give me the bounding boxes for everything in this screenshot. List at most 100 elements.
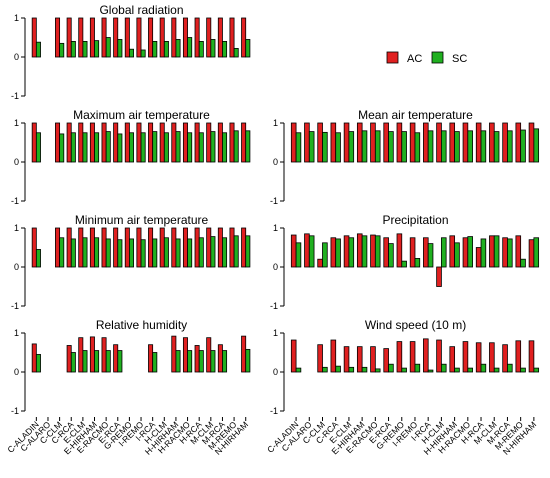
bar-ac — [66, 345, 72, 373]
y-tick-label: 0 — [14, 157, 19, 167]
bar-ac — [515, 340, 522, 373]
bar-ac — [475, 247, 482, 268]
bar-ac — [241, 227, 247, 268]
y-tick-label: -1 — [11, 196, 19, 206]
bar-sc — [187, 132, 193, 163]
bar-ac — [55, 17, 61, 58]
bar-sc — [454, 131, 460, 163]
bar-ac — [217, 227, 223, 268]
bar-ac — [229, 227, 235, 268]
bar-sc — [163, 132, 169, 163]
bar-ac — [124, 122, 130, 163]
bar-sc — [245, 130, 251, 163]
bar-ac — [449, 346, 456, 373]
bar-sc — [520, 367, 526, 373]
bar-ac — [124, 17, 130, 58]
bar-ac — [436, 122, 442, 163]
bar-ac — [409, 237, 416, 268]
bar-sc — [440, 237, 447, 268]
bar-sc — [222, 132, 228, 163]
bar-sc — [35, 132, 41, 163]
bar-ac — [370, 234, 376, 268]
bar-ac — [343, 235, 350, 268]
bar-sc — [175, 131, 181, 163]
bar-sc — [401, 260, 407, 268]
bar-ac — [317, 344, 323, 373]
bar-ac — [89, 17, 95, 58]
bar-sc — [82, 237, 88, 268]
bar-ac — [136, 227, 142, 268]
y-tick-label: 0 — [273, 367, 278, 377]
bar-sc — [361, 130, 368, 163]
bar-ac — [136, 122, 142, 163]
bar-sc — [163, 41, 169, 58]
bar-ac — [101, 337, 107, 373]
bar-ac — [171, 227, 177, 268]
bar-ac — [502, 122, 508, 163]
bar-ac — [515, 122, 522, 163]
bar-ac — [489, 235, 495, 268]
bar-ac — [241, 17, 247, 58]
bar-ac — [206, 17, 212, 58]
bar-ac — [436, 266, 442, 287]
panel-0: -1 0 1 Global radiation — [11, 3, 251, 101]
bar-sc — [401, 367, 407, 373]
bar-sc — [467, 130, 473, 163]
bar-ac — [383, 237, 389, 268]
bar-ac — [66, 122, 72, 163]
bar-ac — [31, 343, 37, 373]
bar-sc — [335, 238, 341, 268]
panel-title: Maximum air temperature — [73, 108, 210, 122]
bar-sc — [335, 132, 341, 163]
bar-sc — [440, 130, 447, 163]
bar-sc — [245, 348, 251, 373]
bar-sc — [128, 238, 134, 268]
bar-ac — [136, 17, 142, 58]
bar-ac — [31, 122, 37, 163]
bar-ac — [113, 227, 119, 268]
bar-sc — [59, 42, 65, 58]
bar-ac — [462, 341, 469, 373]
bar-ac — [502, 237, 508, 268]
bar-sc — [117, 350, 123, 373]
bar-sc — [198, 350, 204, 373]
bar-ac — [290, 234, 297, 268]
bar-ac — [89, 122, 95, 163]
bar-sc — [70, 352, 76, 373]
bar-sc — [493, 367, 500, 373]
bar-ac — [383, 348, 389, 373]
bar-ac — [528, 340, 535, 373]
panel-title: Precipitation — [382, 213, 448, 227]
y-tick-label: 0 — [14, 367, 19, 377]
panel-title: Minimum air temperature — [75, 213, 209, 227]
y-tick-label: -1 — [11, 91, 19, 101]
bar-sc — [361, 235, 368, 268]
bar-sc — [210, 350, 216, 373]
bar-sc — [533, 237, 540, 268]
bar-ac — [148, 227, 154, 268]
legend-label-sc: SC — [452, 53, 467, 65]
bar-ac — [78, 122, 84, 163]
bar-sc — [94, 350, 100, 373]
bar-sc — [507, 363, 513, 373]
bar-sc — [493, 131, 500, 163]
bar-ac — [171, 335, 177, 373]
bar-sc — [152, 238, 158, 268]
bar-sc — [198, 132, 204, 163]
bar-sc — [175, 39, 181, 58]
bar-ac — [159, 122, 165, 163]
bar-sc — [152, 352, 158, 373]
y-tick-label: 1 — [273, 118, 278, 128]
bar-sc — [245, 235, 251, 268]
bar-sc — [70, 41, 76, 58]
bar-sc — [163, 237, 169, 268]
bar-ac — [370, 346, 376, 373]
bar-ac — [113, 122, 119, 163]
bar-sc — [361, 366, 368, 373]
bar-sc — [308, 235, 315, 268]
bar-ac — [356, 122, 363, 163]
bar-ac — [475, 342, 482, 373]
bar-sc — [105, 37, 111, 58]
bar-sc — [245, 39, 251, 58]
legend: AC SC — [386, 51, 467, 65]
